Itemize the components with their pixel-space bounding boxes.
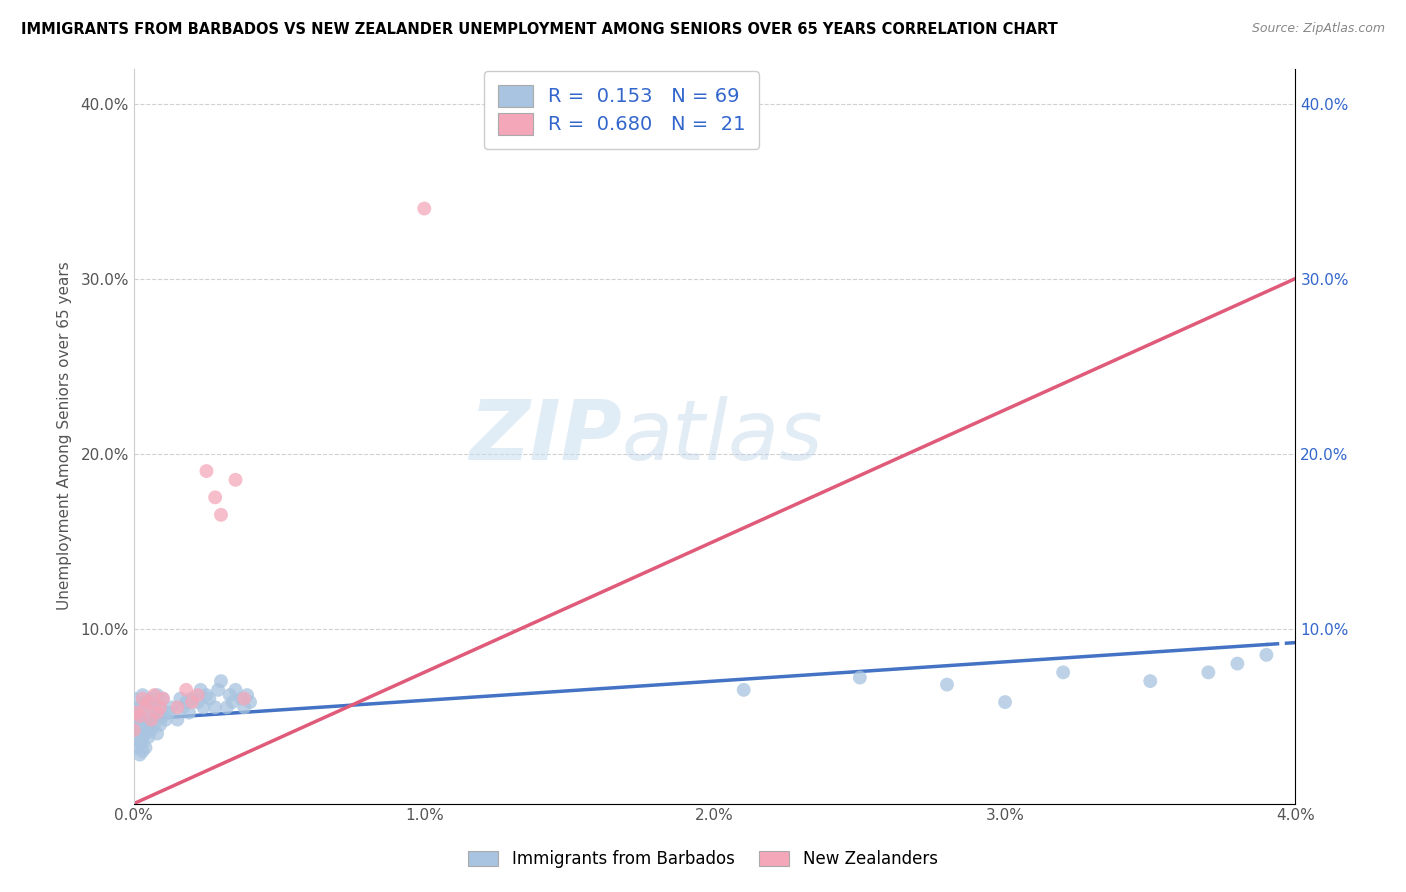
Point (209, 508, 232, 522)
Point (166, 700, 188, 714)
Point (131, 688, 153, 702)
Legend: R =  0.153   N = 69, R =  0.680   N =  21: R = 0.153 N = 69, R = 0.680 N = 21 (484, 70, 759, 149)
Point (141, 713, 163, 727)
Point (225, 682, 247, 697)
Point (138, 730, 160, 744)
Point (138, 695, 160, 709)
Point (122, 718, 145, 732)
Point (141, 691, 163, 706)
Point (994, 695, 1017, 709)
Point (143, 700, 166, 714)
Point (138, 695, 160, 709)
Point (413, 202, 436, 216)
Point (225, 473, 247, 487)
Point (146, 706, 169, 720)
Point (193, 700, 215, 714)
Point (204, 700, 226, 714)
Text: IMMIGRANTS FROM BARBADOS VS NEW ZEALANDER UNEMPLOYMENT AMONG SENIORS OVER 65 YEA: IMMIGRANTS FROM BARBADOS VS NEW ZEALANDE… (21, 22, 1057, 37)
Point (166, 713, 188, 727)
Point (221, 695, 243, 709)
Point (134, 695, 156, 709)
Point (141, 709, 163, 723)
Point (195, 464, 218, 478)
Point (231, 691, 253, 706)
Point (209, 674, 232, 689)
Point (181, 691, 204, 706)
Point (233, 691, 256, 706)
Point (138, 718, 160, 732)
Y-axis label: Unemployment Among Seniors over 65 years: Unemployment Among Seniors over 65 years (58, 261, 72, 610)
Point (157, 706, 180, 720)
Point (125, 706, 148, 720)
Point (146, 709, 169, 723)
Point (131, 735, 153, 749)
Point (146, 726, 169, 740)
Point (204, 491, 226, 505)
Point (195, 688, 218, 702)
Point (122, 740, 145, 755)
Text: ZIP: ZIP (470, 395, 621, 476)
Point (122, 730, 145, 744)
Point (128, 735, 150, 749)
Point (152, 691, 174, 706)
Point (215, 700, 238, 714)
Point (187, 688, 209, 702)
Text: Source: ZipAtlas.com: Source: ZipAtlas.com (1251, 22, 1385, 36)
Legend: Immigrants from Barbados, New Zealanders: Immigrants from Barbados, New Zealanders (461, 844, 945, 875)
Point (131, 726, 153, 740)
Point (143, 688, 166, 702)
Point (174, 695, 197, 709)
Point (1256, 648, 1278, 662)
Point (131, 713, 153, 727)
Point (152, 691, 174, 706)
Point (149, 718, 172, 732)
Point (207, 682, 229, 697)
Point (128, 747, 150, 762)
Point (198, 691, 221, 706)
Point (174, 682, 197, 697)
Point (187, 695, 209, 709)
Point (122, 706, 145, 720)
Point (1226, 657, 1249, 671)
Point (849, 671, 872, 685)
Point (239, 695, 262, 709)
Point (128, 713, 150, 727)
Point (149, 700, 172, 714)
Point (177, 706, 200, 720)
Point (122, 691, 145, 706)
Point (236, 688, 259, 702)
Point (190, 682, 212, 697)
Point (128, 723, 150, 738)
Point (128, 709, 150, 723)
Point (1052, 665, 1074, 680)
Point (1139, 674, 1161, 689)
Point (134, 700, 156, 714)
Point (134, 740, 156, 755)
Point (218, 688, 240, 702)
Point (134, 726, 156, 740)
Point (149, 700, 172, 714)
Point (181, 695, 204, 709)
Point (143, 718, 166, 732)
Point (155, 713, 177, 727)
Point (1197, 665, 1219, 680)
Point (128, 700, 150, 714)
Point (169, 691, 191, 706)
Point (936, 677, 959, 691)
Point (172, 700, 194, 714)
Point (122, 723, 145, 738)
Point (131, 744, 153, 758)
Point (134, 713, 156, 727)
Point (733, 682, 755, 697)
Point (152, 709, 174, 723)
Point (131, 691, 153, 706)
Point (233, 700, 256, 714)
Point (141, 723, 163, 738)
Point (146, 688, 169, 702)
Point (160, 700, 183, 714)
Text: atlas: atlas (621, 395, 824, 476)
Point (131, 700, 153, 714)
